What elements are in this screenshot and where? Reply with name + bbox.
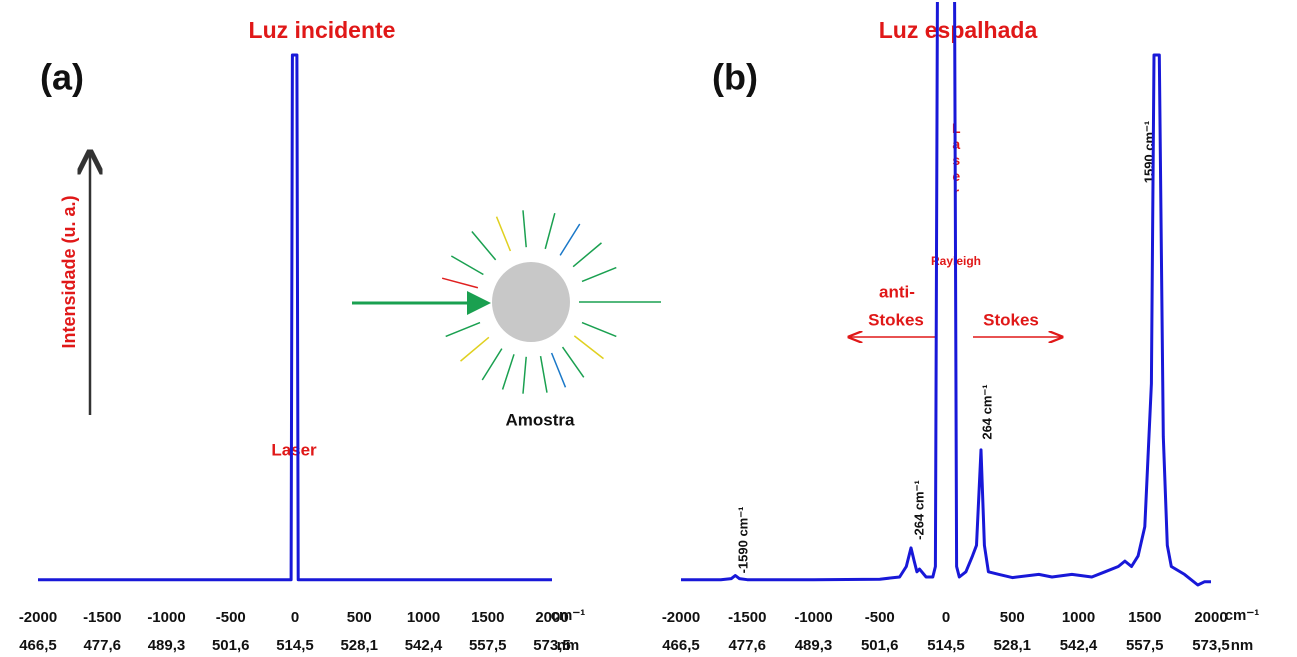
- spectrum-line: [681, 2, 1211, 585]
- x-tick-label: 1500: [471, 609, 504, 626]
- x2-tick-label: 514,5: [927, 637, 965, 654]
- scattered-ray: [523, 210, 526, 247]
- x2-tick-label: 557,5: [469, 637, 507, 654]
- x2-tick-label: 542,4: [405, 637, 443, 654]
- annotation: Stokes: [868, 310, 924, 329]
- x2-tick-label: 477,6: [728, 637, 766, 654]
- scattered-ray: [451, 256, 483, 275]
- x2-tick-label: 528,1: [340, 637, 378, 654]
- scattered-ray: [472, 232, 496, 260]
- scattered-ray: [523, 357, 526, 394]
- x-tick-label: -500: [865, 609, 895, 626]
- scattered-ray: [574, 336, 603, 359]
- x2-tick-label: 557,5: [1126, 637, 1164, 654]
- scattered-ray: [446, 323, 480, 337]
- x-tick-label: -2000: [662, 609, 700, 626]
- x-tick-label: 500: [347, 609, 372, 626]
- x-tick-label: -1500: [728, 609, 766, 626]
- scattered-ray: [482, 349, 502, 380]
- x2-tick-label: 501,6: [212, 637, 250, 654]
- x-tick-label: -500: [216, 609, 246, 626]
- scattered-ray: [582, 323, 616, 337]
- scattered-ray: [442, 278, 478, 288]
- x-tick-label: 500: [1000, 609, 1025, 626]
- scattered-ray: [461, 337, 489, 361]
- x-tick-label: 2000: [1194, 609, 1227, 626]
- scattered-ray: [582, 268, 616, 282]
- x-tick-label: -1500: [83, 609, 121, 626]
- annotation: Stokes: [983, 310, 1039, 329]
- x-tick-label: 0: [942, 609, 950, 626]
- x-unit: cm⁻¹: [1225, 607, 1260, 624]
- x2-tick-label: 477,6: [83, 637, 121, 654]
- annotation: Laser: [271, 440, 317, 459]
- x-tick-label: -2000: [19, 609, 57, 626]
- x2-tick-label: 573,5: [1192, 637, 1230, 654]
- x-tick-label: -1000: [794, 609, 832, 626]
- scattered-ray: [497, 217, 511, 251]
- x2-unit: nm: [1231, 637, 1254, 654]
- panel-label: (b): [712, 57, 758, 98]
- scattered-ray: [541, 356, 547, 392]
- scattered-ray: [552, 353, 566, 387]
- scattered-ray: [503, 354, 514, 389]
- panel-label: (a): [40, 57, 84, 98]
- x-tick-label: 0: [291, 609, 299, 626]
- x2-tick-label: 501,6: [861, 637, 899, 654]
- x-tick-label: -1000: [147, 609, 185, 626]
- x2-tick-label: 489,3: [148, 637, 186, 654]
- scattered-ray: [573, 243, 601, 267]
- peak-label: -1590 cm⁻¹: [735, 507, 750, 574]
- scattered-ray: [563, 347, 584, 377]
- scattered-ray: [560, 224, 580, 255]
- x2-tick-label: 528,1: [993, 637, 1031, 654]
- x2-tick-label: 514,5: [276, 637, 314, 654]
- title: Luz espalhada: [879, 17, 1038, 43]
- peak-label: 264 cm⁻¹: [979, 384, 994, 439]
- annotation: anti-: [879, 282, 915, 301]
- sample: [492, 262, 570, 342]
- title: Luz incidente: [249, 17, 396, 43]
- peak-label: -264 cm⁻¹: [911, 480, 926, 540]
- sample-diagram: [352, 210, 661, 393]
- x-tick-label: 1000: [1062, 609, 1095, 626]
- x2-tick-label: 489,3: [795, 637, 833, 654]
- x2-tick-label: 542,4: [1060, 637, 1098, 654]
- spectrum-line: [38, 55, 552, 580]
- scattered-ray: [545, 213, 555, 249]
- x2-tick-label: 466,5: [662, 637, 700, 654]
- x2-tick-label: 466,5: [19, 637, 57, 654]
- x-unit: cm⁻¹: [551, 607, 586, 624]
- y-axis-label: Intensidade (u. a.): [59, 195, 79, 348]
- annotation: Amostra: [506, 410, 576, 429]
- x2-unit: nm: [557, 637, 580, 654]
- figure: Luz incidente (a) Intensidade (u. a.) La…: [0, 0, 1297, 657]
- x-tick-label: 1500: [1128, 609, 1161, 626]
- x-tick-label: 1000: [407, 609, 440, 626]
